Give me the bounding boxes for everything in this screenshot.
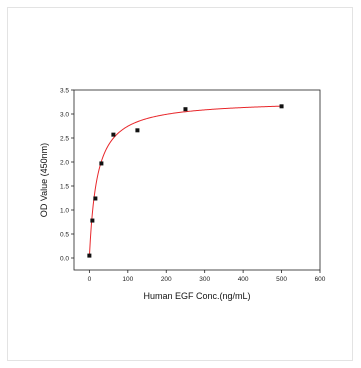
data-points-layer: [87, 104, 284, 258]
x-tick-label: 100: [122, 276, 133, 283]
data-point: [90, 218, 95, 223]
x-tick-label: 300: [199, 276, 210, 283]
y-tick-label: 1.5: [60, 183, 69, 190]
data-point: [111, 132, 116, 137]
x-tick-label: 500: [276, 276, 287, 283]
chart-frame: [7, 7, 353, 361]
x-tick-label: 400: [238, 276, 249, 283]
y-tick-label: 1.0: [60, 207, 69, 214]
plot-area-border: [73, 89, 321, 271]
tick-labels-layer: 0 100 200 300 400 500 600 0.0 0.5 1.0 1.5 2.0 2.5 3.0…: [60, 87, 326, 283]
x-tick-label: 600: [315, 276, 326, 283]
axes: [71, 89, 321, 273]
fit-curve: [88, 105, 282, 258]
y-tick-label: 0.0: [60, 255, 69, 262]
data-point: [183, 107, 188, 112]
x-tick-label: 200: [161, 276, 172, 283]
y-tick-label: 2.0: [60, 159, 69, 166]
y-tick-label: 0.5: [60, 231, 69, 238]
data-point: [93, 196, 98, 201]
x-tick-label: 0: [88, 276, 92, 283]
y-tick-label: 2.5: [60, 135, 69, 142]
data-point: [87, 253, 92, 258]
data-point: [99, 161, 104, 166]
y-tick-label: 3.0: [60, 111, 69, 118]
data-point: [279, 104, 284, 109]
data-point: [135, 128, 140, 133]
y-axis-title: OD Value (450nm): [39, 143, 49, 217]
y-tick-label: 3.5: [60, 87, 69, 94]
x-axis-title: Human EGF Conc.(ng/mL): [143, 291, 250, 301]
fit-curve-layer: [88, 105, 282, 258]
